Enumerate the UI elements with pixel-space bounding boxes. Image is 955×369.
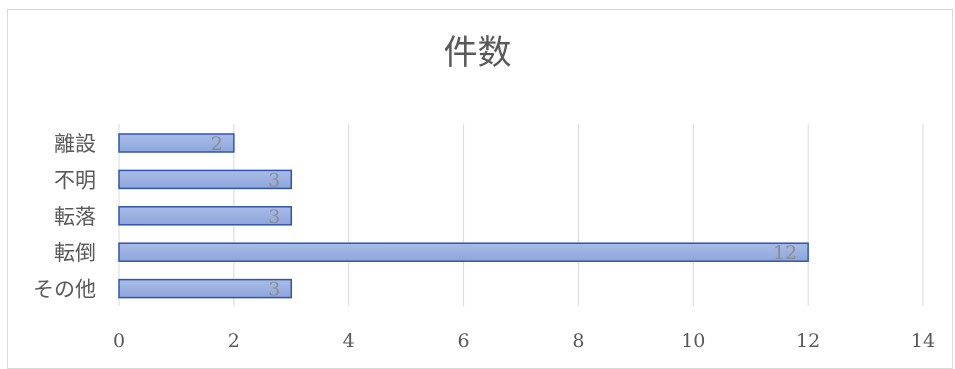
x-tick-label: 12 xyxy=(796,330,820,352)
bar-転落 xyxy=(118,206,293,226)
gridlines xyxy=(118,124,924,306)
bar-離設 xyxy=(118,133,235,153)
data-label-転落: 3 xyxy=(268,206,280,228)
category-label-その他: その他 xyxy=(33,278,96,302)
category-label-転倒: 転倒 xyxy=(54,241,96,265)
x-tick-label: 8 xyxy=(572,330,584,352)
x-tick-label: 14 xyxy=(911,330,935,352)
x-tick-label: 4 xyxy=(343,330,355,352)
category-label-離設: 離設 xyxy=(54,132,96,156)
category-label-転落: 転落 xyxy=(54,205,96,229)
data-label-不明: 3 xyxy=(268,169,280,191)
category-label-不明: 不明 xyxy=(54,168,96,192)
data-label-その他: 3 xyxy=(268,279,280,301)
x-tick-label: 0 xyxy=(113,330,125,352)
bars xyxy=(118,133,809,299)
x-tick-label: 6 xyxy=(458,330,470,352)
x-tick-label: 2 xyxy=(228,330,240,352)
data-label-転倒: 12 xyxy=(773,242,797,264)
data-labels: 2 3 3 12 3 xyxy=(211,133,797,301)
x-tick-label: 10 xyxy=(681,330,705,352)
data-label-離設: 2 xyxy=(211,133,223,155)
chart-title: 件数 xyxy=(443,33,512,73)
bar-その他 xyxy=(118,278,293,299)
value-axis-labels: 0 2 4 6 8 10 12 14 xyxy=(113,330,935,352)
bar-転倒 xyxy=(118,242,809,262)
bar-不明 xyxy=(118,169,293,190)
